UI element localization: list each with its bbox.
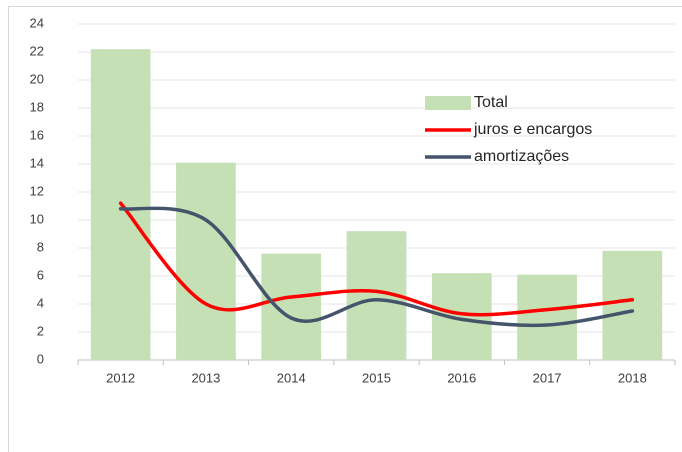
legend: Total juros e encargos amortizações: [425, 94, 592, 165]
bar: [602, 250, 663, 360]
line: [118, 206, 635, 328]
legend-label: amortizações: [474, 148, 569, 165]
y-tick-label: 14: [30, 155, 44, 170]
x-tick-label: 2018: [618, 370, 647, 385]
y-tick-label: 16: [30, 127, 44, 142]
chart-frame: [8, 6, 682, 452]
legend-label: juros e encargos: [473, 121, 592, 138]
x-tick-label: 2017: [533, 370, 562, 385]
bar: [517, 274, 577, 360]
y-tick-label: 4: [37, 295, 44, 310]
x-tick-label: 2015: [362, 370, 391, 385]
y-tick-label: 2: [37, 323, 44, 338]
x-tick-label: 2013: [191, 370, 220, 385]
y-tick-label: 18: [30, 99, 44, 114]
y-tick-label: 12: [30, 183, 44, 198]
line: [118, 201, 635, 317]
y-tick-label: 24: [30, 15, 44, 30]
y-tick-label: 22: [30, 43, 44, 58]
x-tick-label: 2016: [447, 370, 476, 385]
y-tick-label: 20: [30, 71, 44, 86]
bar: [176, 162, 236, 360]
bar: [261, 253, 322, 360]
y-tick-label: 0: [37, 351, 44, 366]
y-tick-label: 10: [30, 211, 44, 226]
x-tick-label: 2014: [277, 370, 306, 385]
legend-swatch: [425, 96, 471, 110]
legend-label: Total: [474, 94, 508, 111]
y-tick-label: 8: [37, 239, 44, 254]
bar: [431, 273, 492, 360]
y-tick-label: 6: [37, 267, 44, 282]
x-tick-label: 2012: [106, 370, 135, 385]
